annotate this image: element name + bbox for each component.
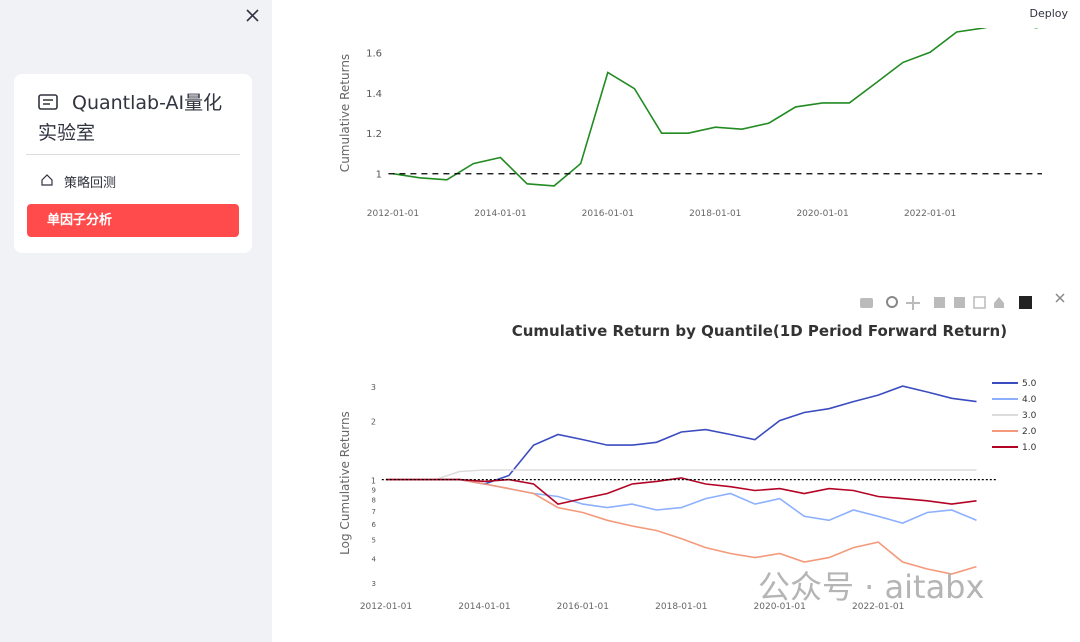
zoom-out-icon[interactable] bbox=[954, 297, 965, 308]
y-tick-label: 8 bbox=[372, 497, 376, 505]
sidebar-card: Quantlab-AI量化实验室 策略回测 单因子分析 bbox=[14, 74, 252, 253]
series-line bbox=[392, 28, 1038, 187]
deploy-button[interactable]: Deploy bbox=[1029, 7, 1068, 20]
plot-area bbox=[381, 385, 997, 575]
y-tick-label: 1 bbox=[371, 477, 376, 486]
legend-label: 2.0 bbox=[1022, 427, 1037, 437]
home-icon bbox=[41, 174, 53, 186]
x-tick-label: 2022-01-01 bbox=[852, 602, 904, 612]
zoom-in-icon[interactable] bbox=[934, 297, 945, 308]
y-tick-label: 4 bbox=[372, 556, 377, 564]
reset-icon[interactable] bbox=[994, 297, 1004, 308]
nav-link[interactable]: 策略回测 bbox=[64, 176, 117, 191]
series-line bbox=[386, 478, 977, 575]
y-tick-label: 1.6 bbox=[366, 48, 382, 59]
series-line bbox=[386, 478, 977, 524]
x-tick-label: 2016-01-01 bbox=[557, 602, 609, 612]
y-tick-label: 3 bbox=[372, 580, 376, 588]
series-line bbox=[386, 469, 977, 481]
zoom-icon[interactable] bbox=[886, 296, 898, 308]
y-tick-label: 1.2 bbox=[366, 129, 382, 140]
plot-area bbox=[388, 28, 1042, 187]
x-tick-label: 2022-01-01 bbox=[904, 209, 956, 219]
y-tick-label: 2 bbox=[371, 418, 376, 427]
legend-label: 1.0 bbox=[1022, 443, 1037, 453]
autoscale-icon[interactable] bbox=[973, 296, 986, 309]
fullscreen-icon[interactable] bbox=[1055, 293, 1065, 303]
sidebar: Quantlab-AI量化实验室 策略回测 单因子分析 bbox=[0, 0, 272, 642]
watermark: 公众号 · aitabx bbox=[758, 568, 985, 606]
close-icon[interactable] bbox=[246, 9, 259, 22]
y-tick-label: 7 bbox=[372, 508, 376, 516]
y-tick-label: 3 bbox=[371, 383, 376, 392]
camera-icon[interactable] bbox=[860, 298, 873, 308]
separator bbox=[26, 154, 240, 155]
y-axis-label: Log Cumulative Returns bbox=[338, 411, 352, 555]
sidebar-title: Quantlab-AI量化实验室 bbox=[38, 88, 238, 148]
sidebar-title-text: Quantlab-AI量化实验室 bbox=[38, 92, 223, 144]
legend-label: 3.0 bbox=[1022, 411, 1037, 421]
y-tick-label: 1 bbox=[376, 170, 382, 181]
x-tick-label: 2018-01-01 bbox=[655, 602, 707, 612]
pan-icon[interactable] bbox=[906, 296, 920, 310]
x-tick-label: 2018-01-01 bbox=[689, 209, 741, 219]
y-axis-label: Cumulative Returns bbox=[338, 54, 352, 172]
x-tick-label: 2016-01-01 bbox=[582, 209, 634, 219]
modebar bbox=[860, 293, 1065, 310]
y-tick-label: 1.4 bbox=[366, 89, 382, 100]
x-tick-label: 2014-01-01 bbox=[474, 209, 526, 219]
x-tick-label: 2020-01-01 bbox=[796, 209, 848, 219]
x-tick-label: 2012-01-01 bbox=[367, 209, 419, 219]
y-tick-label: 6 bbox=[372, 521, 377, 529]
title-icon bbox=[38, 94, 58, 110]
x-tick-label: 2014-01-01 bbox=[458, 602, 510, 612]
nav-button[interactable]: 单因子分析 bbox=[27, 204, 239, 237]
plotly-logo[interactable] bbox=[1019, 296, 1032, 309]
chart-title: Cumulative Return by Quantile(1D Period … bbox=[512, 322, 1007, 340]
y-tick-label: 9 bbox=[372, 487, 376, 495]
legend-label: 4.0 bbox=[1022, 395, 1037, 405]
y-tick-label: 5 bbox=[372, 537, 376, 545]
legend-label: 5.0 bbox=[1022, 379, 1037, 389]
x-tick-label: 2012-01-01 bbox=[360, 602, 412, 612]
series-line bbox=[386, 477, 977, 505]
x-tick-label: 2020-01-01 bbox=[754, 602, 806, 612]
